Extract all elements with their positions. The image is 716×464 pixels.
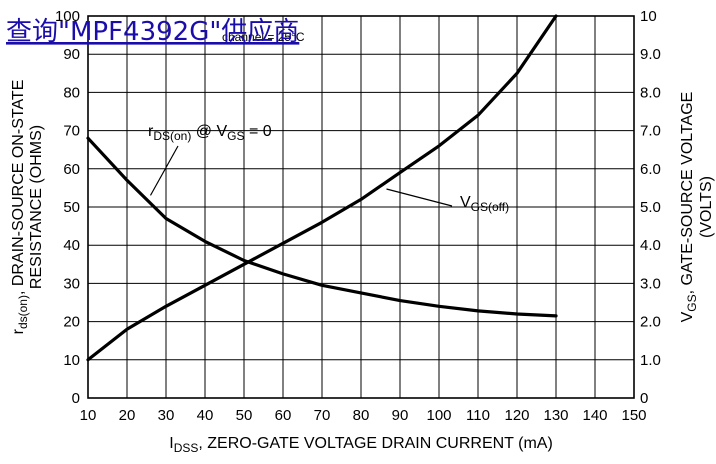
x-tick-label: 100: [426, 407, 451, 424]
y-left-ticks: 0 10 20 30 40 50 60 70 80 90 100: [55, 8, 80, 407]
y-right-tick-label: 10: [640, 8, 657, 25]
y-left-tick-label: 50: [63, 199, 80, 216]
y-right-title-line1: VGS, GATE-SOURCE VOLTAGE: [679, 92, 699, 323]
x-tick-label: 90: [392, 407, 409, 424]
annotation-vgs-label: VGS(off): [460, 194, 509, 214]
y-left-tick-label: 60: [63, 161, 80, 178]
overlay-small-text: channel = 25°C: [222, 30, 305, 44]
y-right-title-line2: (VOLTS): [698, 176, 715, 238]
y-left-title-line2: RESISTANCE (OHMS): [28, 125, 45, 289]
y-left-tick-label: 80: [63, 84, 80, 101]
y-right-tick-label: 0: [640, 390, 648, 407]
x-tick-label: 20: [119, 407, 136, 424]
y-left-tick-label: 90: [63, 46, 80, 63]
y-right-tick-label: 1.0: [640, 352, 661, 369]
y-left-tick-label: 70: [63, 123, 80, 140]
x-tick-label: 50: [236, 407, 253, 424]
supplier-link[interactable]: 查询"MPF4392G"供应商: [6, 17, 299, 47]
y-left-tick-label: 0: [72, 390, 80, 407]
rds-on-curve: [86, 136, 558, 318]
annotation-leader-rds: [149, 145, 179, 196]
y-right-tick-label: 3.0: [640, 275, 661, 292]
x-tick-label: 80: [353, 407, 370, 424]
x-tick-label: 10: [80, 407, 97, 424]
y-left-title-line1: rds(on), DRAIN-SOURCE ON-STATE: [10, 80, 30, 335]
x-tick-label: 70: [314, 407, 331, 424]
x-tick-label: 150: [621, 407, 646, 424]
vgs-off-curve: [86, 14, 558, 362]
plot-frame: [87, 15, 635, 399]
y-right-tick-label: 4.0: [640, 237, 661, 254]
y-right-tick-label: 8.0: [640, 84, 661, 101]
y-right-tick-label: 2.0: [640, 314, 661, 331]
x-tick-label: 30: [158, 407, 175, 424]
annotation-rds-label: rDS(on) @ VGS = 0: [148, 123, 272, 143]
y-right-tick-label: 9.0: [640, 46, 661, 63]
annotations: rDS(on) @ VGS = 0 VGS(off): [148, 123, 509, 214]
y-left-tick-label: 20: [63, 314, 80, 331]
series-lines: [86, 14, 558, 362]
y-right-tick-label: 6.0: [640, 161, 661, 178]
y-left-tick-label: 40: [63, 237, 80, 254]
x-tick-label: 120: [504, 407, 529, 424]
grid: [88, 16, 634, 398]
y-left-tick-label: 100: [55, 8, 80, 25]
y-left-tick-label: 10: [63, 352, 80, 369]
x-tick-label: 40: [197, 407, 214, 424]
annotation-leader-vgs: [386, 188, 453, 207]
y-left-tick-label: 30: [63, 275, 80, 292]
x-tick-label: 60: [275, 407, 292, 424]
y-right-tick-label: 5.0: [640, 199, 661, 216]
x-tick-label: 110: [466, 407, 490, 424]
x-tick-label: 130: [543, 407, 568, 424]
x-axis-title: IDSS, ZERO-GATE VOLTAGE DRAIN CURRENT (m…: [169, 435, 553, 455]
y-right-ticks: 0 1.0 2.0 3.0 4.0 5.0 6.0 7.0 8.0 9.0 10: [640, 8, 661, 407]
y-right-tick-label: 7.0: [640, 123, 661, 140]
x-tick-label: 140: [582, 407, 607, 424]
x-ticks: 10 20 30 40 50 60 70 80 90 100 110 120 130 140 150: [80, 407, 647, 424]
